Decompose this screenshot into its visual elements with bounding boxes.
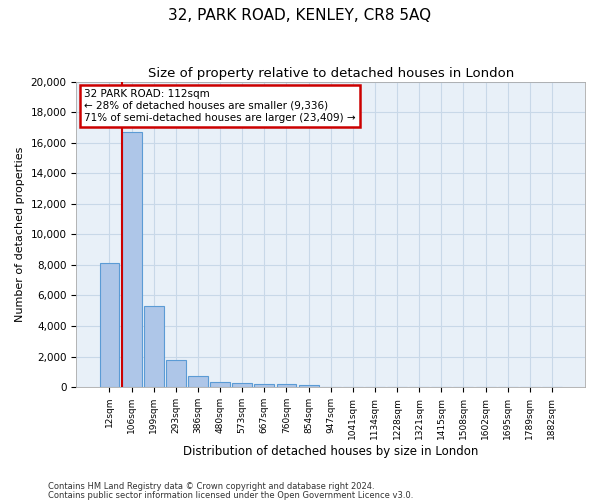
- Text: 32 PARK ROAD: 112sqm
← 28% of detached houses are smaller (9,336)
71% of semi-de: 32 PARK ROAD: 112sqm ← 28% of detached h…: [84, 90, 356, 122]
- Bar: [277, 384, 296, 387]
- Text: 32, PARK ROAD, KENLEY, CR8 5AQ: 32, PARK ROAD, KENLEY, CR8 5AQ: [169, 8, 431, 22]
- Bar: [210, 382, 230, 387]
- Text: Contains public sector information licensed under the Open Government Licence v3: Contains public sector information licen…: [48, 491, 413, 500]
- Bar: [254, 384, 274, 387]
- Bar: [232, 383, 252, 387]
- X-axis label: Distribution of detached houses by size in London: Distribution of detached houses by size …: [183, 444, 478, 458]
- Bar: [166, 360, 186, 387]
- Title: Size of property relative to detached houses in London: Size of property relative to detached ho…: [148, 68, 514, 80]
- Text: Contains HM Land Registry data © Crown copyright and database right 2024.: Contains HM Land Registry data © Crown c…: [48, 482, 374, 491]
- Bar: [188, 376, 208, 387]
- Y-axis label: Number of detached properties: Number of detached properties: [15, 146, 25, 322]
- Bar: [299, 384, 319, 387]
- Bar: [144, 306, 164, 387]
- Bar: [122, 132, 142, 387]
- Bar: [100, 264, 119, 387]
